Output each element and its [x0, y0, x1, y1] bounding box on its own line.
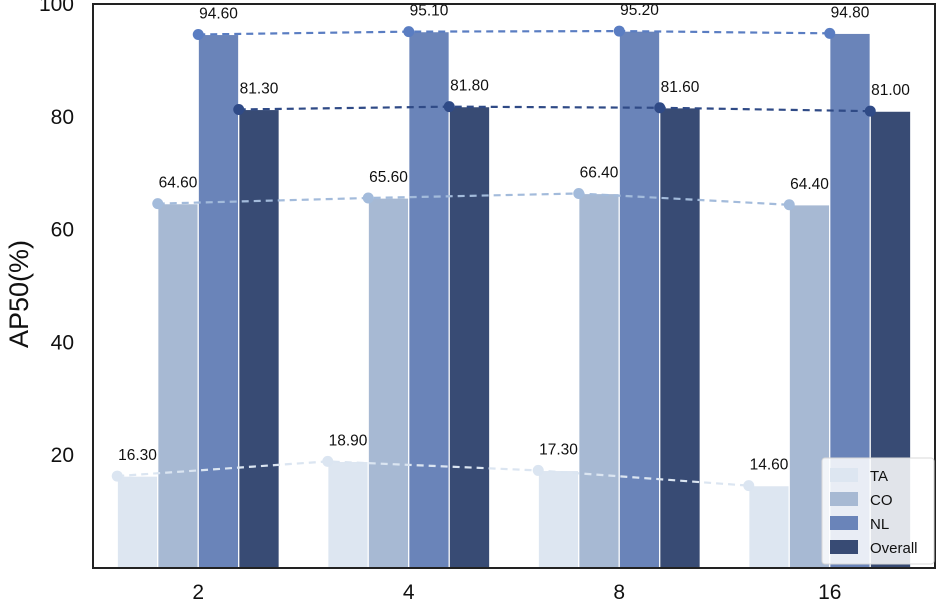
- bar-co-4: [367, 197, 410, 569]
- bar-nl-2: [197, 33, 240, 569]
- marker-co-8: [573, 188, 585, 200]
- marker-co-16: [783, 199, 795, 211]
- x-axis: 2 4 8 16: [192, 581, 841, 604]
- legend-swatch-overall: [830, 540, 858, 554]
- line-ta: [117, 460, 749, 487]
- y-tick-label: 80: [51, 106, 74, 129]
- marker-ta-4: [322, 455, 334, 467]
- marker-overall-4: [443, 101, 455, 113]
- bar-ta-16: [748, 485, 790, 569]
- bar-overall-4: [448, 106, 491, 569]
- legend-label-co: CO: [870, 492, 893, 509]
- legend-swatch-nl: [830, 516, 858, 530]
- marker-nl-2: [192, 28, 204, 40]
- marker-ta-8: [532, 464, 544, 476]
- marker-ta-2: [111, 470, 123, 482]
- legend-swatch-co: [830, 492, 858, 506]
- bar-co-8: [578, 192, 620, 569]
- data-label-co-4: 65.60: [369, 169, 408, 186]
- plot-frame: [92, 3, 936, 569]
- bar-ta-2: [116, 475, 159, 569]
- data-label-ta-16: 14.60: [750, 457, 789, 474]
- bar-co-2: [157, 203, 199, 569]
- data-label-ta-8: 17.30: [539, 441, 578, 458]
- y-tick-label: 20: [51, 444, 74, 467]
- line-overall: [238, 105, 871, 113]
- marker-ta-16: [743, 480, 755, 492]
- marker-overall-8: [654, 102, 666, 114]
- data-label-co-16: 64.40: [790, 176, 829, 193]
- marker-nl-16: [824, 27, 836, 39]
- y-tick-label: 100: [39, 0, 74, 16]
- data-label-overall-16: 81.00: [871, 82, 910, 99]
- legend-label-nl: NL: [870, 516, 889, 533]
- data-label-ta-2: 16.30: [118, 447, 157, 464]
- bar-overall-2: [238, 108, 280, 569]
- data-label-overall-2: 81.30: [240, 80, 279, 97]
- y-tick-label: 40: [51, 331, 74, 354]
- line-nl: [198, 29, 830, 36]
- legend-label-ta: TA: [870, 468, 888, 485]
- legend-label-overall: Overall: [870, 540, 918, 557]
- x-tick-label: 4: [403, 581, 415, 604]
- marker-nl-4: [403, 26, 415, 38]
- y-axis: 20 40 60 80 100: [39, 0, 74, 467]
- x-tick-label: 8: [613, 581, 625, 604]
- data-labels-layer: 16.30 18.90 17.30 14.60 64.60 65.60 66.40 64.40…: [118, 2, 910, 474]
- legend-box: [821, 457, 935, 565]
- data-label-nl-8: 95.20: [620, 2, 659, 19]
- bar-nl-8: [618, 30, 661, 569]
- y-tick-label: 60: [51, 219, 74, 242]
- marker-nl-8: [613, 25, 625, 37]
- data-label-nl-2: 94.60: [199, 5, 238, 22]
- marker-co-2: [152, 198, 164, 210]
- data-label-nl-16: 94.80: [831, 4, 870, 21]
- lines-layer: [111, 25, 876, 492]
- data-label-co-8: 66.40: [580, 165, 619, 182]
- legend: TA CO NL Overall: [821, 457, 935, 565]
- data-label-overall-8: 81.60: [661, 79, 700, 96]
- bar-nl-4: [408, 31, 450, 569]
- y-axis-label: AP50(%): [4, 240, 34, 348]
- data-label-co-2: 64.60: [159, 175, 198, 192]
- data-label-nl-4: 95.10: [410, 3, 449, 20]
- data-label-ta-4: 18.90: [329, 432, 368, 449]
- data-label-overall-4: 81.80: [450, 78, 489, 95]
- marker-co-4: [362, 192, 374, 204]
- legend-swatch-ta: [830, 468, 858, 482]
- marker-overall-16: [864, 105, 876, 117]
- line-co: [157, 192, 790, 206]
- bar-ta-8: [537, 469, 580, 569]
- bar-overall-8: [659, 107, 701, 569]
- x-tick-label: 16: [818, 581, 841, 604]
- bar-ta-4: [327, 460, 369, 569]
- marker-overall-2: [233, 103, 245, 115]
- x-tick-label: 2: [192, 581, 204, 604]
